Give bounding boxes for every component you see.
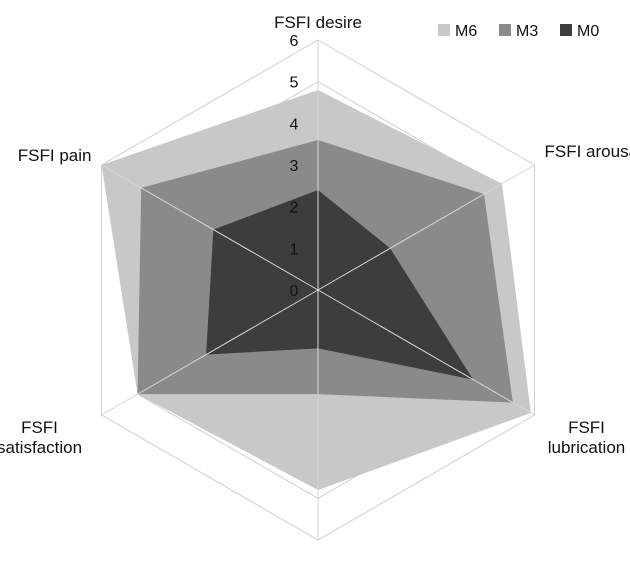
spoke-4: [101, 289, 319, 416]
legend-swatch-m6: [438, 24, 450, 36]
spoke-1: [317, 164, 535, 291]
series-m0-area: [206, 190, 474, 380]
tick-label-0: 0: [290, 283, 299, 300]
series-layer: [101, 90, 531, 490]
axis-label-2: FSFI lubrication: [548, 418, 626, 457]
tick-labels: 0 1 2 3 4 5 6: [290, 33, 299, 300]
tick-label-6: 6: [290, 33, 299, 50]
spoke-5: [101, 164, 319, 291]
axis-label-4: FSFI satisfaction: [0, 418, 82, 457]
tick-label-3: 3: [290, 158, 299, 175]
tick-label-2: 2: [290, 200, 299, 217]
legend-swatch-m0: [560, 24, 572, 36]
legend-swatch-m3: [499, 24, 511, 36]
axis-label-3: FSFI orgasm: [269, 569, 367, 571]
axis-label-0: FSFI desire: [274, 13, 362, 32]
legend: M6 M3 M0: [438, 23, 599, 40]
legend-label-m6: M6: [455, 23, 477, 40]
spoke-layer: [101, 40, 535, 540]
legend-label-m0: M0: [577, 23, 599, 40]
legend-label-m3: M3: [516, 23, 538, 40]
spoke-2: [317, 289, 535, 416]
axis-label-5: FSFI pain: [18, 146, 92, 165]
tick-label-1: 1: [290, 241, 299, 258]
tick-label-5: 5: [290, 75, 299, 92]
tick-label-4: 4: [290, 116, 299, 133]
axis-label-1: FSFI arousal: [545, 142, 630, 161]
